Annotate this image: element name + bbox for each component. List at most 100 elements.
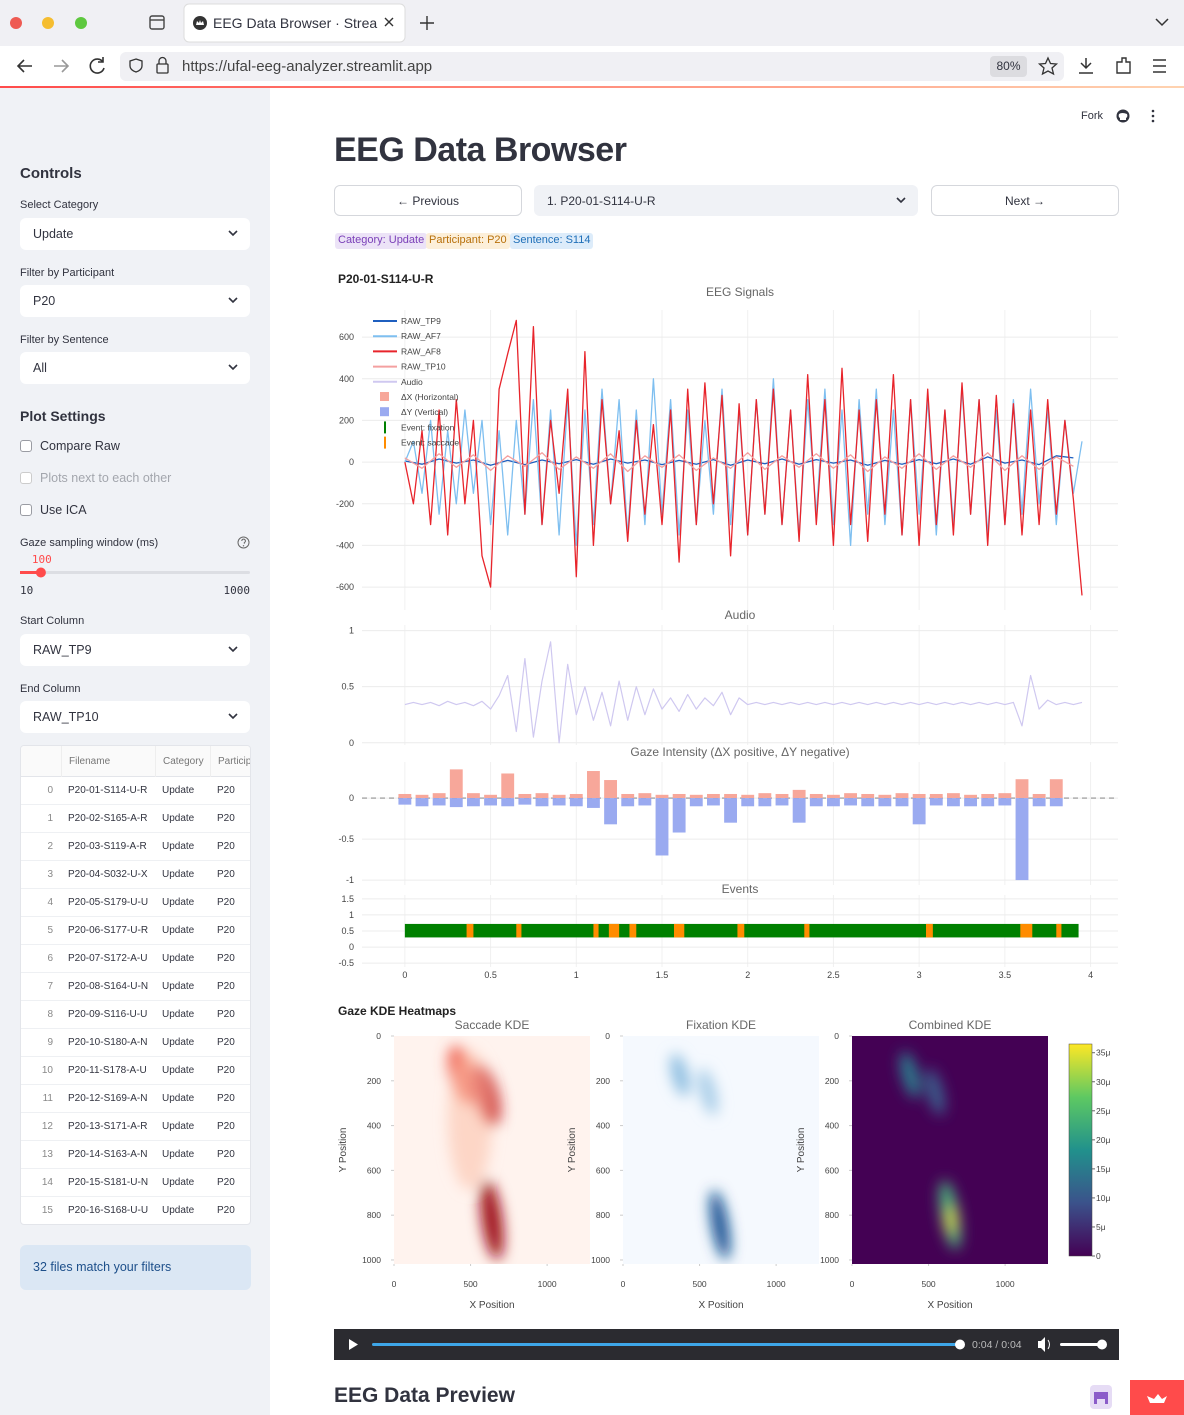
gaze-bar — [484, 798, 497, 806]
select[interactable]: P20 — [20, 285, 250, 317]
saccade-event — [593, 923, 599, 938]
gaze-bar — [449, 798, 463, 808]
cell: P20-02-S165-A-R — [68, 813, 148, 824]
prev-button[interactable]: ← Previous — [334, 185, 522, 216]
gaze-bar — [535, 798, 549, 807]
row-index: 9 — [47, 1037, 53, 1048]
saccade-event — [737, 923, 745, 938]
select[interactable]: All — [20, 352, 250, 384]
gaze-bar — [809, 798, 823, 807]
cell: Update — [162, 925, 195, 936]
url[interactable]: https://ufal-eeg-analyzer.streamlit.app — [182, 58, 433, 75]
gaze-bar — [947, 798, 960, 807]
tab-title[interactable]: EEG Data Browser · Streamlit — [213, 15, 378, 31]
row-line — [21, 1112, 250, 1113]
gaze-bar — [861, 793, 875, 799]
gaze-bar — [964, 794, 977, 799]
row-line — [21, 1168, 250, 1169]
row-index: 14 — [41, 1177, 53, 1188]
row-index: 6 — [47, 953, 53, 964]
checkbox-label: Compare Raw — [40, 439, 120, 453]
gaze-bar — [569, 793, 583, 799]
row-line — [21, 1224, 251, 1225]
x-tick-label: 1000 — [767, 1279, 786, 1289]
legend-label: Event: fixation — [401, 422, 455, 432]
select[interactable]: RAW_TP9 — [20, 634, 250, 666]
checkbox[interactable]: Use ICA — [20, 503, 87, 517]
player-controls[interactable] — [334, 1329, 1119, 1360]
gaze-bar — [758, 793, 772, 799]
saccade-event — [1020, 923, 1033, 938]
checkbox[interactable]: Compare Raw — [20, 439, 120, 453]
cell: Update — [162, 813, 195, 824]
gaze-bar — [672, 798, 686, 833]
gaze-bar — [621, 793, 635, 799]
gaze-bar — [467, 793, 480, 799]
saccade-event — [926, 923, 933, 938]
x-tick-label: 1000 — [996, 1279, 1015, 1289]
eeg-line — [404, 319, 1083, 596]
colorbar-label: 25μ — [1096, 1106, 1110, 1116]
fork-link[interactable]: Fork — [1081, 110, 1103, 122]
select-value: RAW_TP9 — [33, 643, 92, 657]
zoom[interactable]: 80% — [996, 59, 1021, 73]
select[interactable]: RAW_TP10 — [20, 701, 250, 733]
colorbar-label: 10μ — [1096, 1193, 1110, 1203]
tag: Sentence: S114 — [510, 233, 594, 249]
colorbar-label: 30μ — [1096, 1077, 1110, 1087]
next-button[interactable]: Next → — [931, 185, 1119, 216]
gaze-bar — [535, 793, 549, 799]
file-select[interactable]: 1. P20-01-S114-U-R — [534, 185, 918, 216]
controls-heading: Controls — [20, 165, 82, 182]
cell: P20 — [217, 1009, 235, 1020]
gaze-bar — [1032, 793, 1046, 799]
y-tick-label: 1 — [349, 910, 354, 920]
cell: P20-14-S163-A-N — [68, 1149, 148, 1160]
y-tick-label: 200 — [367, 1076, 381, 1086]
row-index: 0 — [47, 785, 53, 796]
checkbox-label: Plots next to each other — [40, 471, 172, 485]
slider[interactable] — [0, 564, 270, 580]
saccade-heatmap — [394, 1036, 590, 1264]
row-line — [21, 1056, 250, 1057]
x-tick-label: 500 — [463, 1279, 477, 1289]
gaze-bar — [672, 793, 686, 799]
x-tick-label: 4 — [1088, 970, 1093, 980]
help-icon[interactable] — [237, 536, 250, 549]
gaze-bar — [929, 793, 943, 799]
cell: P20 — [217, 813, 235, 824]
select[interactable]: Update — [20, 218, 250, 250]
gaze-bar — [1015, 798, 1029, 881]
header-icons[interactable] — [1115, 108, 1161, 124]
row-index: 5 — [47, 925, 53, 936]
x-axis-label: X Position — [927, 1300, 972, 1311]
cell: Update — [162, 1205, 195, 1216]
legend-label: RAW_AF8 — [401, 346, 441, 356]
cell: Update — [162, 1093, 195, 1104]
section-title: Gaze KDE Heatmaps — [338, 1004, 456, 1018]
tag: Participant: P20 — [426, 233, 510, 249]
gaze-bar — [689, 794, 703, 799]
cell: P20-07-S172-A-U — [68, 953, 148, 964]
data-table[interactable]: FilenameCategoryParticipant 0 P20-01-S114-… — [20, 745, 251, 1225]
gaze-bar — [518, 798, 532, 805]
row-index: 2 — [47, 841, 53, 852]
checkbox[interactable]: Plots next to each other — [20, 471, 171, 485]
cell: Update — [162, 869, 195, 880]
y-tick-label: 600 — [596, 1165, 610, 1175]
plot-settings-heading: Plot Settings — [20, 408, 106, 424]
row-line — [21, 888, 250, 889]
gaze-bar — [604, 780, 617, 799]
y-tick-label: 400 — [367, 1121, 381, 1131]
corner-icons[interactable] — [1086, 1380, 1184, 1415]
x-tick-label: 3.5 — [999, 970, 1012, 980]
legend-label: ΔX (Horizontal) — [401, 392, 459, 402]
gaze-bar — [844, 798, 857, 806]
cell: Update — [162, 785, 195, 796]
slider-min: 10 — [20, 584, 34, 597]
row-index: 4 — [47, 897, 53, 908]
x-tick-label: 0 — [621, 1279, 626, 1289]
x-axis-label: X Position — [698, 1300, 743, 1311]
cell: P20 — [217, 981, 235, 992]
y-tick-label: -600 — [336, 582, 354, 592]
